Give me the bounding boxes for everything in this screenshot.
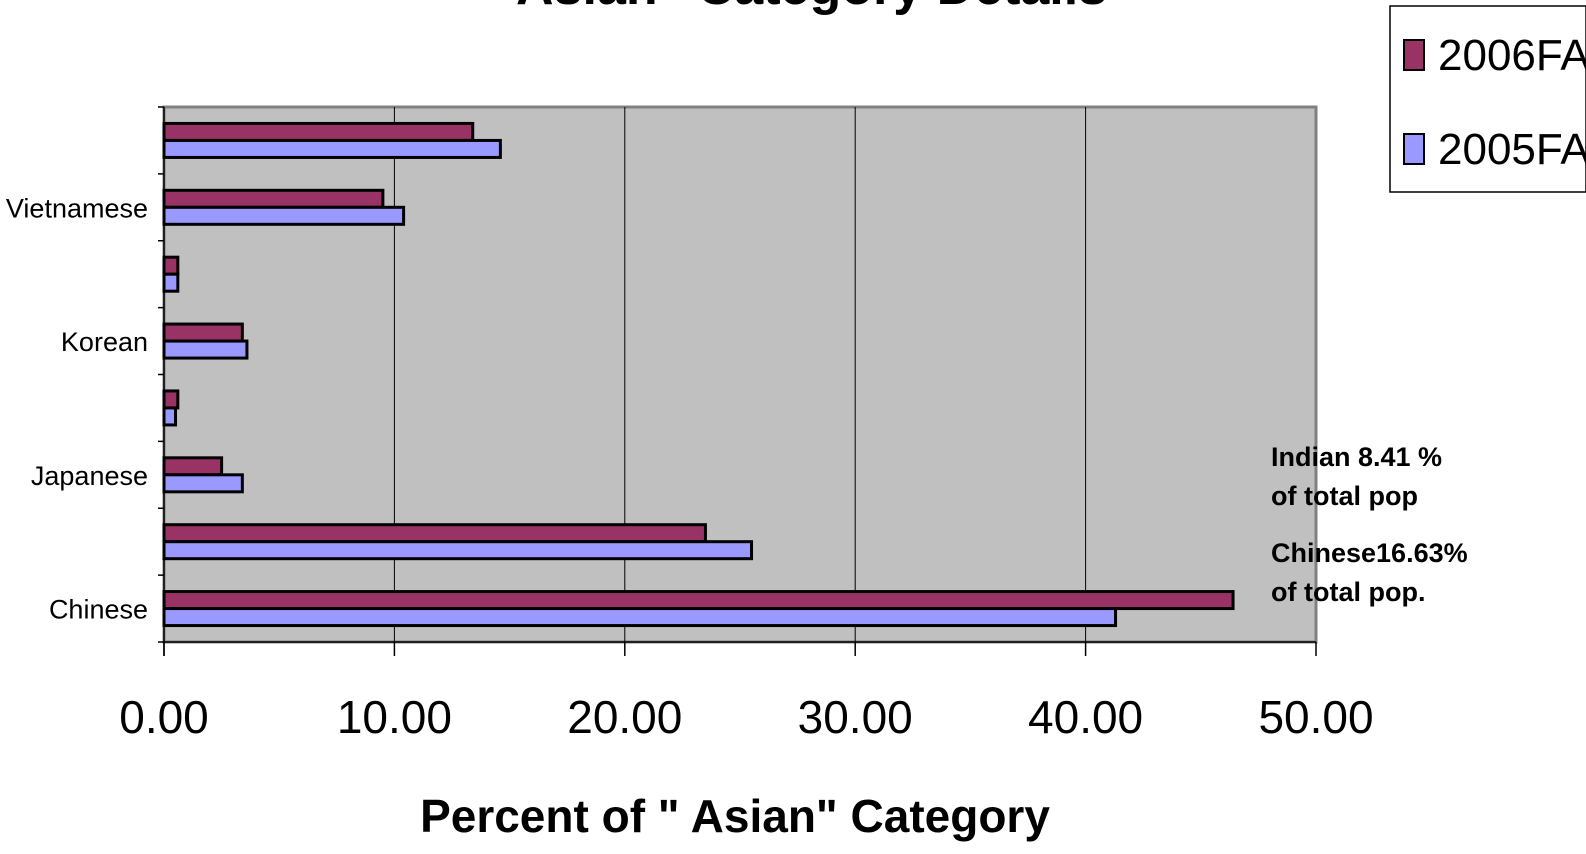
x-axis-label: Percent of " Asian" Category	[420, 790, 1050, 842]
x-tick-label: 10.00	[337, 691, 452, 743]
bar-2006FA-category-3	[162, 389, 180, 410]
bar-2005FA-Korean	[162, 339, 249, 360]
category-label-chinese: Chinese	[49, 595, 148, 625]
bar-2006FA-Korean	[162, 322, 244, 343]
plot-area	[162, 105, 1318, 644]
bar-2006FA-Japanese	[162, 456, 224, 477]
category-label-vietnamese: Vietnamese	[6, 193, 148, 223]
bar-2006FA-category-7	[162, 121, 475, 142]
legend-label-2006FA: 2006FA	[1438, 31, 1586, 80]
bar-2006FA-category-5	[162, 255, 180, 276]
category-label-korean: Korean	[61, 327, 148, 357]
bar-2005FA-Japanese	[162, 473, 244, 494]
bar-2006FA-Chinese	[162, 590, 1235, 611]
x-tick-label: 30.00	[798, 691, 913, 743]
bar-2005FA-category-7	[162, 138, 502, 159]
x-tick-label: 20.00	[567, 691, 682, 743]
bar-2005FA-category-5	[162, 272, 180, 293]
bar-2005FA-category-1	[162, 540, 754, 561]
legend-swatch-2006FA	[1403, 39, 1425, 71]
legend-label-2005FA: 2005FA	[1438, 125, 1586, 174]
bar-2005FA-Chinese	[162, 607, 1118, 628]
annotation-chinese-line2: of total pop.	[1271, 577, 1425, 607]
legend-swatch-2005FA	[1403, 133, 1425, 165]
axes	[158, 106, 1317, 656]
bar-2006FA-Vietnamese	[162, 188, 385, 209]
x-tick-labels: 0.00 10.00 20.00 30.00 40.00 50.00	[119, 691, 1373, 743]
x-tick-label: 0.00	[119, 691, 209, 743]
annotation-chinese-line1: Chinese16.63%	[1271, 538, 1468, 568]
annotation-indian-line1: Indian 8.41 %	[1271, 442, 1442, 472]
bar-2006FA-category-1	[162, 523, 707, 544]
category-labels: Chinese Japanese Korean Vietnamese	[6, 193, 148, 624]
bar-2005FA-Vietnamese	[162, 205, 406, 226]
category-label-japanese: Japanese	[31, 461, 148, 491]
annotations: Indian 8.41 % of total pop Chinese16.63%…	[1271, 442, 1468, 607]
annotation-indian-line2: of total pop	[1271, 481, 1418, 511]
bar-2005FA-category-3	[162, 406, 178, 427]
legend: 2006FA 2005FA	[1389, 5, 1586, 193]
chart-title: " Asian" Category Details	[479, 0, 1107, 16]
x-tick-label: 50.00	[1258, 691, 1373, 743]
bars	[162, 121, 1235, 628]
x-tick-label: 40.00	[1028, 691, 1143, 743]
